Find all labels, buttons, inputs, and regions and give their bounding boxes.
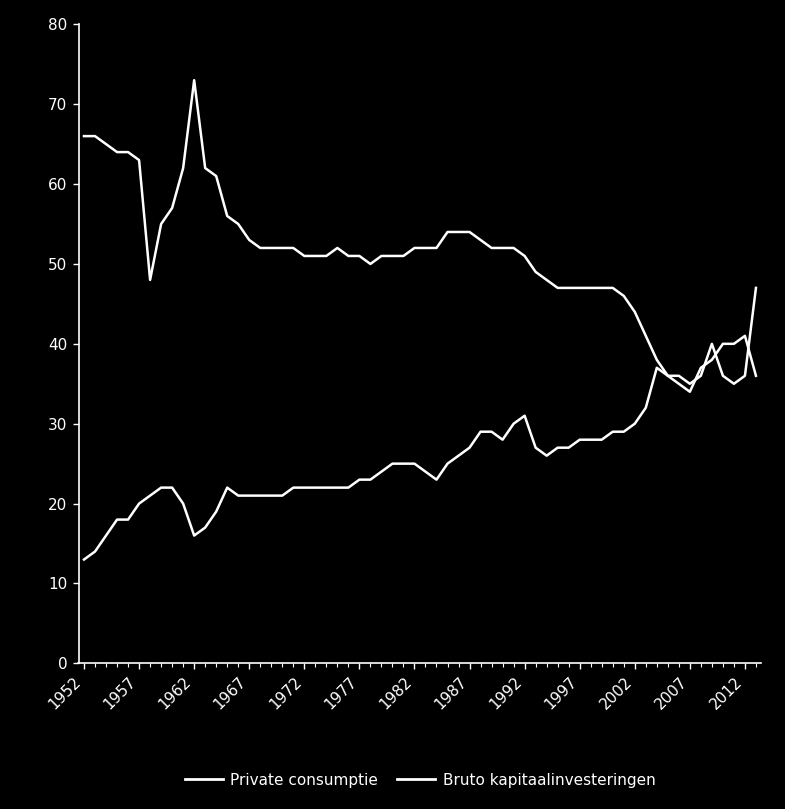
- Private consumptie: [267, 243, 276, 252]
- Private consumptie: [79, 131, 89, 141]
- Private consumptie: [421, 243, 430, 252]
- Bruto kapitaalinvesteringen: [487, 427, 496, 437]
- Bruto kapitaalinvesteringen: [256, 491, 265, 501]
- Bruto kapitaalinvesteringen: [410, 459, 419, 468]
- Private consumptie: [134, 155, 144, 165]
- Bruto kapitaalinvesteringen: [134, 498, 144, 509]
- Line: Private consumptie: Private consumptie: [84, 80, 756, 383]
- Legend: Private consumptie, Bruto kapitaalinvesteringen: Private consumptie, Bruto kapitaalinvest…: [178, 767, 662, 794]
- Bruto kapitaalinvesteringen: [740, 331, 750, 341]
- Private consumptie: [674, 371, 684, 381]
- Bruto kapitaalinvesteringen: [663, 371, 673, 381]
- Bruto kapitaalinvesteringen: [751, 371, 761, 381]
- Bruto kapitaalinvesteringen: [79, 555, 89, 565]
- Private consumptie: [685, 379, 695, 388]
- Line: Bruto kapitaalinvesteringen: Bruto kapitaalinvesteringen: [84, 336, 756, 560]
- Bruto kapitaalinvesteringen: [211, 506, 221, 516]
- Private consumptie: [498, 243, 507, 252]
- Private consumptie: [222, 211, 232, 221]
- Private consumptie: [751, 283, 761, 293]
- Private consumptie: [189, 75, 199, 85]
